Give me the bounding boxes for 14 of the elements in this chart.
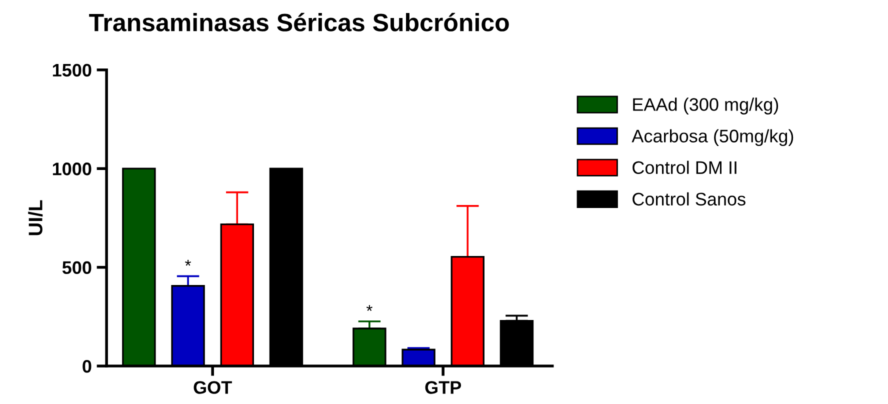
y-tick-label: 500 bbox=[62, 261, 92, 274]
legend-label: Acarbosa (50mg/kg) bbox=[632, 129, 794, 146]
legend-label: Control Sanos bbox=[632, 192, 746, 206]
annotation: * bbox=[366, 305, 372, 311]
chart-title: Transaminasas Séricas Subcrónico bbox=[89, 12, 509, 32]
legend-label: EAAd (300 mg/kg) bbox=[633, 98, 778, 114]
y-tick-label: 1000 bbox=[52, 162, 92, 176]
y-tick-label: 1500 bbox=[52, 64, 92, 77]
legend-label: Control DM II bbox=[632, 160, 736, 174]
annotation: * bbox=[185, 260, 192, 266]
x-tick-label: GOT bbox=[194, 381, 232, 394]
y-tick-label: 0 bbox=[82, 360, 92, 373]
x-tick-label: GTP bbox=[425, 381, 462, 394]
y-axis-title: UI/L bbox=[28, 200, 43, 236]
